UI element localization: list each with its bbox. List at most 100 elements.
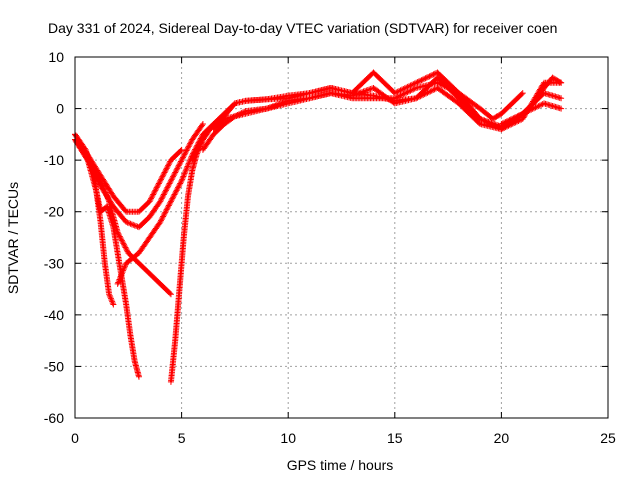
data-point-marker xyxy=(154,183,161,190)
data-point-marker xyxy=(403,84,410,91)
data-point-marker xyxy=(170,192,177,199)
data-point-marker xyxy=(161,210,168,217)
data-point-marker xyxy=(509,115,516,122)
data-point-marker xyxy=(89,165,96,172)
data-point-marker xyxy=(164,164,171,171)
data-point-marker xyxy=(180,153,187,160)
series-track-4 xyxy=(72,131,185,215)
data-point-marker xyxy=(503,118,510,125)
data-point-marker xyxy=(406,83,413,90)
data-point-marker xyxy=(407,82,414,89)
data-point-marker xyxy=(393,94,400,101)
data-point-marker xyxy=(166,180,173,187)
data-point-marker xyxy=(159,194,166,201)
data-point-marker xyxy=(400,91,407,98)
data-point-marker xyxy=(391,95,398,102)
data-point-marker xyxy=(150,191,157,198)
data-point-marker xyxy=(359,89,366,96)
y-tick-label: -10 xyxy=(44,152,64,168)
data-point-marker xyxy=(93,174,100,181)
data-point-marker xyxy=(162,187,169,194)
data-point-marker xyxy=(172,190,179,197)
data-point-marker xyxy=(84,157,91,164)
data-point-marker xyxy=(179,176,186,183)
data-point-marker xyxy=(157,219,164,226)
data-point-marker xyxy=(122,244,129,251)
data-point-marker xyxy=(419,76,426,83)
data-point-marker xyxy=(165,202,172,209)
x-tick-label: 5 xyxy=(178,430,186,446)
data-point-marker xyxy=(427,88,434,95)
data-point-marker xyxy=(445,85,452,92)
data-point-marker xyxy=(155,181,162,188)
data-point-marker xyxy=(448,86,455,93)
data-point-marker xyxy=(396,93,403,100)
data-point-marker xyxy=(146,198,153,205)
data-point-marker xyxy=(558,79,565,86)
data-point-marker xyxy=(499,120,506,127)
data-point-marker xyxy=(162,166,169,173)
data-point-marker xyxy=(425,89,432,96)
data-point-marker xyxy=(451,88,458,95)
data-point-marker xyxy=(531,105,538,112)
data-point-marker xyxy=(180,172,187,179)
data-point-marker xyxy=(187,140,194,147)
data-point-marker xyxy=(157,176,164,183)
data-point-marker xyxy=(187,139,194,146)
data-point-marker xyxy=(558,105,565,112)
data-point-marker xyxy=(230,101,237,108)
x-axis-label: GPS time / hours xyxy=(287,457,394,473)
data-point-marker xyxy=(363,87,370,94)
data-point-marker xyxy=(121,243,128,250)
data-point-marker xyxy=(514,113,521,120)
data-point-marker xyxy=(397,87,404,94)
data-point-marker xyxy=(185,160,192,167)
data-point-marker xyxy=(121,241,128,248)
data-point-marker xyxy=(116,233,123,240)
data-point-marker xyxy=(167,198,174,205)
data-point-marker xyxy=(163,165,170,172)
data-point-marker xyxy=(182,150,189,157)
data-point-marker xyxy=(440,82,447,89)
data-point-marker xyxy=(479,116,486,123)
data-point-marker xyxy=(477,115,484,122)
data-point-marker xyxy=(177,159,184,166)
data-point-marker xyxy=(195,144,202,151)
data-point-marker xyxy=(487,119,494,126)
data-point-marker xyxy=(170,173,177,180)
data-point-marker xyxy=(556,79,563,86)
data-point-marker xyxy=(518,91,525,98)
data-point-marker xyxy=(117,273,124,280)
data-point-marker xyxy=(357,89,364,96)
data-point-marker xyxy=(160,212,167,219)
data-point-marker xyxy=(155,180,162,187)
data-point-marker xyxy=(160,191,167,198)
data-point-marker xyxy=(400,85,407,92)
data-point-marker xyxy=(153,184,160,191)
data-point-marker xyxy=(484,118,491,125)
data-point-marker xyxy=(192,151,199,158)
data-point-marker xyxy=(107,295,114,302)
data-point-marker xyxy=(95,178,102,185)
data-point-marker xyxy=(160,172,167,179)
data-point-marker xyxy=(167,179,174,186)
x-tick-label: 0 xyxy=(71,430,79,446)
data-point-marker xyxy=(174,186,181,193)
data-point-marker xyxy=(119,238,126,245)
data-point-marker xyxy=(89,167,96,174)
data-point-marker xyxy=(430,71,437,78)
data-point-marker xyxy=(174,165,181,172)
data-point-marker xyxy=(535,103,542,110)
data-point-marker xyxy=(184,144,191,151)
data-point-marker xyxy=(173,166,180,173)
data-point-marker xyxy=(194,146,201,153)
data-point-marker xyxy=(160,170,167,177)
y-tick-label: -30 xyxy=(44,255,64,271)
data-point-marker xyxy=(401,90,408,97)
data-point-marker xyxy=(444,84,451,91)
data-point-marker xyxy=(186,142,193,149)
data-point-marker xyxy=(184,146,191,153)
data-point-marker xyxy=(398,86,405,93)
data-point-marker xyxy=(162,188,169,195)
data-point-marker xyxy=(192,150,199,157)
